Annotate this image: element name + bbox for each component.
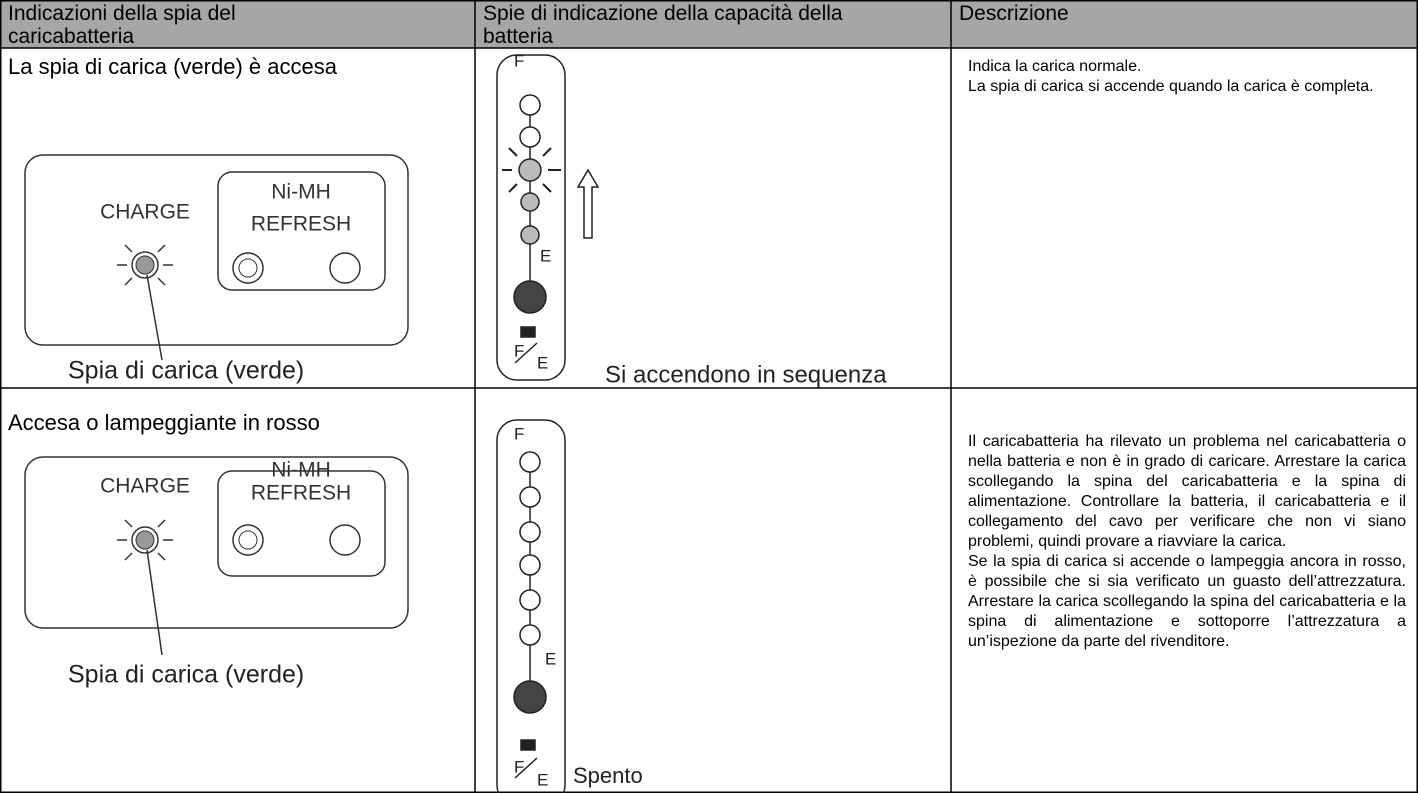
gauge-label: F [514, 51, 524, 70]
gauge-label: F [514, 424, 524, 443]
paragraph: Se la spia di carica si accende o lampeg… [968, 553, 1406, 650]
capacity-gauge [496, 419, 566, 793]
callout: Spia di carica (verde) [68, 661, 304, 689]
gauge-labels: F E F E [514, 424, 556, 789]
gauge-label: E [537, 353, 548, 372]
gauge-caption: Si accendono in sequenza [605, 361, 887, 388]
panel-label: CHARGE [100, 201, 190, 224]
paragraph: La spia di carica si accende quando la c… [968, 78, 1374, 95]
gauge-label: F [514, 341, 524, 360]
callout: Spia di carica (verde) [68, 357, 304, 385]
panel-label: REFRESH [251, 213, 351, 236]
panel-label: Ni-MH [271, 459, 330, 482]
indicator: Accesa o lampeggiante in rosso [8, 410, 320, 435]
paragraph: Indica la carica normale. [968, 58, 1142, 75]
header-cell: Descrizione [951, 0, 1418, 48]
capacity-gauge [496, 54, 600, 381]
indicator: La spia di carica (verde) è accesa [8, 54, 337, 79]
gauge-caption: Spento [573, 763, 643, 788]
gauge-label: E [545, 649, 556, 668]
panel-label: CHARGE [100, 475, 190, 498]
description: Indica la carica normale. La spia di car… [968, 57, 1406, 97]
description: Il caricabatteria ha rilevato un problem… [968, 432, 1406, 652]
paragraph: Il caricabatteria ha rilevato un problem… [968, 433, 1406, 550]
gauge-label: E [540, 246, 551, 265]
panel-label: REFRESH [251, 482, 351, 505]
panel-label: Ni-MH [271, 181, 330, 204]
charger-panel: CHARGE Ni-MH REFRESH [24, 456, 409, 656]
gauge-label: F [514, 757, 524, 776]
gauge-label: E [537, 770, 548, 789]
header-cell: Spie di indicazione della capacità della… [475, 0, 951, 48]
charger-panel: CHARGE Ni-MH REFRESH [24, 154, 409, 361]
header-cell: Indicazioni della spia del caricabatteri… [0, 0, 475, 48]
gauge-labels: F E F E [514, 51, 551, 372]
